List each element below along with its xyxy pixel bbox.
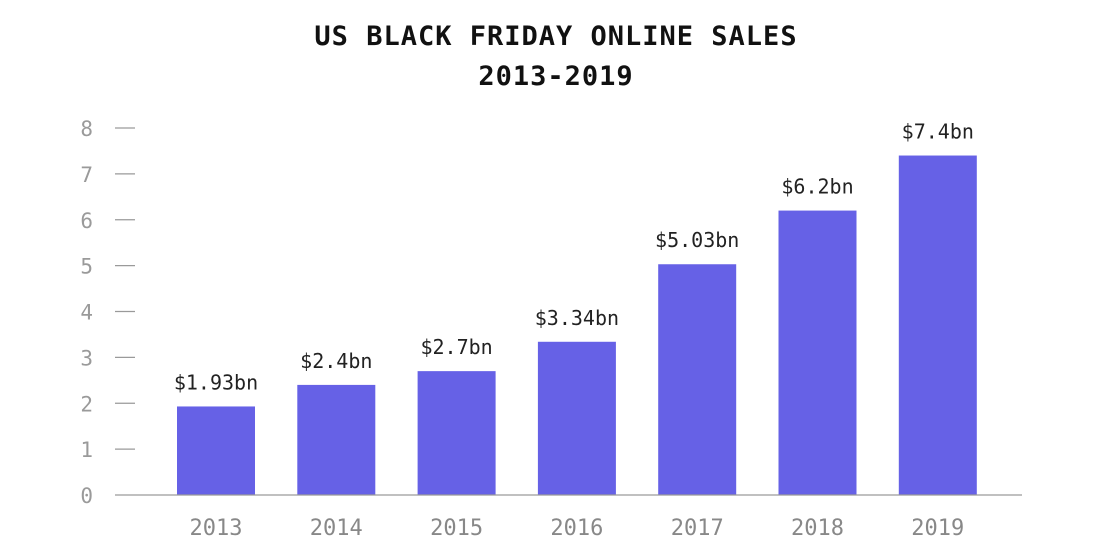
- bar-2014: [297, 384, 376, 495]
- data-label-2014: $2.4bn: [300, 349, 372, 373]
- data-labels: $1.93bn $2.4bn $2.7bn $3.34bn $5.03bn $6.2bn $…: [174, 120, 974, 395]
- data-label-2015: $2.7bn: [420, 335, 492, 359]
- data-label-2013: $1.93bn: [174, 370, 258, 394]
- chart-title: US BLACK FRIDAY ONLINE SALES 2013-2019: [314, 21, 797, 92]
- y-axis: 0 1 2 3 4 5 6 7 8: [80, 117, 135, 508]
- chart-title-line-1: US BLACK FRIDAY ONLINE SALES: [314, 21, 797, 52]
- chart-title-line-2: 2013-2019: [478, 61, 633, 92]
- bars: [177, 155, 977, 495]
- x-tick-label-2019: 2019: [911, 516, 964, 541]
- data-label-2018: $6.2bn: [781, 175, 853, 199]
- data-label-2016: $3.34bn: [535, 306, 619, 330]
- bar-2015: [417, 371, 496, 495]
- y-tick-label: 7: [80, 163, 93, 187]
- bar-2017: [658, 264, 737, 495]
- data-label-2019: $7.4bn: [902, 120, 974, 144]
- x-tick-label-2013: 2013: [190, 516, 243, 541]
- x-tick-label-2017: 2017: [671, 516, 724, 541]
- bar-2019: [898, 155, 977, 495]
- data-label-2017: $5.03bn: [655, 228, 739, 252]
- y-tick-label: 5: [80, 255, 93, 279]
- y-tick-label: 4: [80, 301, 93, 325]
- x-tick-label-2018: 2018: [791, 516, 844, 541]
- x-tick-label-2016: 2016: [550, 516, 603, 541]
- bar-2018: [778, 210, 857, 495]
- x-tick-label-2014: 2014: [310, 516, 363, 541]
- y-tick-label: 8: [80, 117, 93, 141]
- x-tick-label-2015: 2015: [430, 516, 483, 541]
- x-axis-group: 2013 2014 2015 2016 2017 2018 2019: [115, 494, 1022, 541]
- y-tick-label: 6: [80, 209, 93, 233]
- y-tick-label: 2: [80, 392, 93, 416]
- y-tick-label: 0: [80, 484, 93, 508]
- y-tick-label: 3: [80, 346, 93, 370]
- y-tick-label: 1: [80, 438, 93, 462]
- bar-2013: [177, 406, 255, 495]
- bar-2016: [537, 341, 616, 495]
